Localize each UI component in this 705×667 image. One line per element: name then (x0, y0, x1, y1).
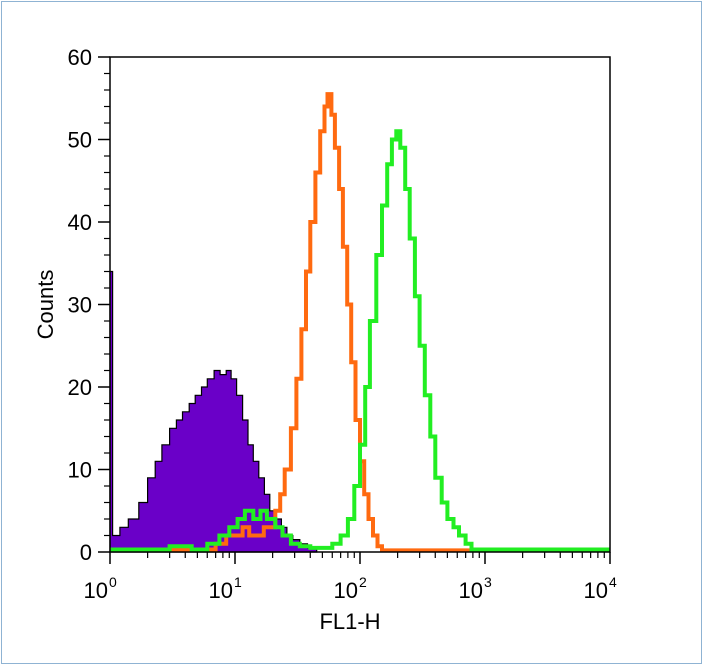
series-0-filled-area (109, 270, 318, 553)
y-tick-label: 30 (68, 293, 92, 318)
x-tick-exponent: 0 (109, 574, 117, 590)
plot-area (109, 92, 610, 553)
y-tick-label: 50 (68, 128, 92, 153)
x-tick-exponent: 2 (359, 574, 367, 590)
x-axis: 10 0 10 1 10 2 10 3 10 4 (84, 552, 617, 603)
series-2-line (110, 129, 610, 552)
y-tick-label: 60 (68, 45, 92, 70)
y-tick-label: 20 (68, 375, 92, 400)
x-tick-label: 10 (209, 578, 233, 603)
y-axis-label: Counts (33, 270, 58, 340)
x-tick-label: 10 (334, 578, 358, 603)
x-tick-exponent: 3 (484, 574, 492, 590)
y-tick-label: 40 (68, 210, 92, 235)
x-tick-exponent: 4 (609, 574, 617, 590)
x-tick-exponent: 1 (234, 574, 242, 590)
x-tick-label: 10 (84, 578, 108, 603)
x-axis-label: FL1-H (319, 609, 380, 634)
y-tick-label: 0 (80, 540, 92, 565)
x-tick-label: 10 (584, 578, 608, 603)
y-axis: 0 10 20 30 40 50 60 (68, 45, 110, 565)
x-tick-label: 10 (459, 578, 483, 603)
y-tick-label: 10 (68, 458, 92, 483)
